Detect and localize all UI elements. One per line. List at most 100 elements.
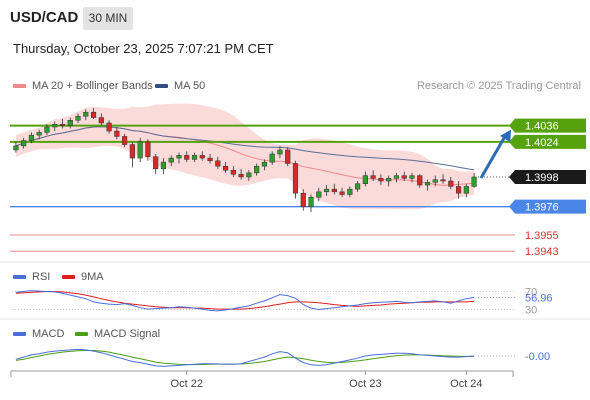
candle-47: [378, 174, 384, 186]
candle-body: [285, 149, 291, 164]
candle-54: [432, 175, 438, 187]
candle-body: [362, 175, 368, 184]
candle-2: [28, 132, 34, 144]
support-label-1.3976: 1.3976: [525, 202, 559, 214]
candle-body: [308, 196, 314, 207]
candle-35: [285, 147, 291, 167]
panel-separators: [0, 261, 590, 320]
price-level-labels: 1.4036 1.4024 1.3998 1.3976 1.3955 1.3943: [509, 118, 586, 258]
candle-body: [36, 132, 42, 136]
current-price-label: 1.3998: [525, 172, 559, 184]
legend-ma20-label: MA 20 + Bollinger Bands: [32, 80, 153, 92]
x-axis: Oct 22 Oct 23 Oct 24: [10, 370, 514, 390]
rsi-last-value: 56.96: [525, 292, 553, 304]
candle-body: [277, 149, 283, 155]
candle-body: [83, 111, 89, 117]
timeframe-badge[interactable]: 30 MIN: [83, 7, 133, 30]
candle-body: [300, 192, 306, 207]
legend-ma20-bb: MA 20 + Bollinger Bands: [13, 80, 153, 92]
candle-19: [160, 158, 167, 175]
candle-45: [362, 171, 368, 187]
resistance-tag-1.4024: [509, 134, 586, 149]
candle-body: [401, 175, 407, 179]
resistance-label-1.4024: 1.4024: [525, 137, 559, 149]
candle-body: [238, 174, 244, 178]
candle-12: [106, 120, 112, 134]
candle-body: [378, 178, 384, 182]
legend-ma50-label: MA 50: [174, 80, 206, 92]
candle-7: [67, 117, 73, 129]
candle-15: [129, 141, 135, 168]
candle-body: [67, 120, 73, 126]
legend-macd: MACD: [13, 328, 64, 340]
candle-36: [292, 160, 299, 199]
candle-body: [386, 178, 392, 182]
candle-57: [456, 181, 462, 199]
candle-43: [347, 186, 353, 198]
candle-body: [176, 155, 182, 159]
rsi-ref-label-30: 30: [525, 305, 537, 317]
candle-3: [36, 129, 42, 140]
legend-ma50: MA 50: [155, 80, 205, 92]
candle-body: [122, 136, 128, 145]
candle-body: [114, 130, 120, 137]
legend-rsi-ma: 9MA: [62, 271, 104, 283]
bollinger-band: [15, 103, 475, 210]
candle-17: [145, 139, 151, 161]
candlesticks: [13, 108, 477, 213]
candle-5: [52, 121, 58, 132]
ma50-line: [15, 126, 475, 171]
candle-body: [409, 175, 415, 179]
candle-37: [300, 189, 306, 211]
candle-body: [90, 111, 97, 118]
legend-rsi-swatch: [13, 275, 26, 280]
symbol-title: USD/CAD: [10, 9, 79, 26]
candle-body: [28, 134, 34, 141]
rsi-ref-label-70: 70: [525, 287, 537, 299]
macd-line: [15, 348, 475, 367]
candle-58: [463, 183, 469, 198]
candle-18: [153, 154, 159, 175]
candle-6: [59, 118, 66, 129]
candle-50: [401, 171, 407, 182]
candle-body: [456, 186, 462, 194]
candle-body: [215, 160, 221, 167]
candle-body: [254, 165, 260, 174]
x-tick-label-0: Oct 22: [171, 378, 203, 390]
candle-24: [199, 151, 205, 161]
candle-1: [21, 137, 27, 149]
candle-21: [176, 152, 182, 164]
legend-macd-label: MACD: [32, 328, 65, 340]
moving-averages: [15, 126, 475, 186]
candle-body: [13, 145, 19, 151]
candle-body: [160, 161, 167, 170]
candle-20: [168, 155, 174, 167]
rsi-line: [15, 290, 475, 312]
legend-ma50-swatch: [155, 84, 168, 89]
candle-27: [223, 162, 229, 173]
candle-34: [277, 145, 283, 159]
candle-body: [316, 191, 322, 198]
candle-16: [137, 137, 143, 163]
candle-body: [168, 157, 174, 163]
candle-body: [323, 188, 330, 193]
candle-38: [308, 194, 314, 213]
candle-59: [471, 172, 477, 188]
candle-body: [292, 163, 299, 194]
candle-body: [52, 124, 58, 128]
candle-14: [122, 133, 128, 148]
legend-macd-signal-label: MACD Signal: [94, 328, 161, 340]
candle-body: [153, 156, 159, 170]
candle-26: [215, 156, 221, 169]
candle-body: [269, 153, 275, 163]
macd-last-value: -0.00: [525, 351, 550, 363]
candle-body: [331, 188, 337, 193]
resistance-tag-1.4036: [509, 118, 586, 133]
candle-39: [316, 187, 322, 202]
candle-44: [355, 181, 361, 192]
candle-body: [44, 126, 50, 133]
legend-rsi: RSI: [13, 271, 50, 283]
rsi-ma-line: [15, 291, 475, 310]
candle-29: [238, 168, 244, 180]
